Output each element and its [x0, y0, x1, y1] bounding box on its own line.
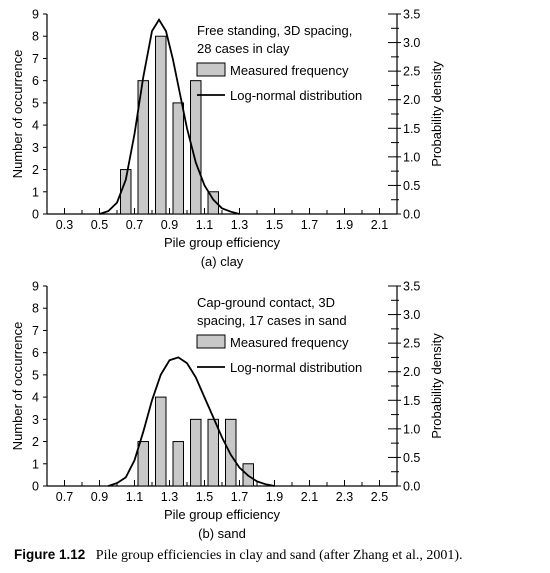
y2-axis-title: Probability density: [429, 333, 444, 439]
y2-tick-label: 1.0: [403, 422, 420, 436]
y2-tick-label: 2.5: [403, 337, 420, 351]
y2-tick-label: 2.0: [403, 365, 420, 379]
y-tick-label: 8: [32, 30, 39, 44]
histogram-bar: [190, 80, 202, 215]
histogram-bar: [207, 418, 219, 487]
y-tick-label: 5: [32, 96, 39, 110]
panel-label: (b) sand: [198, 526, 246, 541]
histogram-bar: [190, 418, 202, 487]
y-tick-label: 4: [32, 391, 39, 405]
histogram-bar: [225, 418, 237, 487]
y-tick-label: 2: [32, 163, 39, 177]
y2-tick-label: 3.5: [403, 8, 420, 22]
x-tick-label: 1.3: [231, 218, 248, 232]
x-axis-title: Pile group efficiency: [164, 235, 281, 250]
y-tick-label: 1: [32, 457, 39, 471]
x-tick-label: 2.1: [301, 490, 318, 504]
legend-bar-swatch: [196, 334, 226, 349]
pile-efficiency-figure: 0.3 0.5 0.7 0.9 1.1 1.3 1.5 1.7 1.9 2.1 0 1 2 3 4 5 6 7 8 9…: [10, 8, 444, 542]
x-tick-label: 1.5: [196, 490, 213, 504]
y-tick-label: 0: [32, 208, 39, 222]
y-tick-label: 2: [32, 435, 39, 449]
x-tick-label: 0.9: [91, 490, 108, 504]
x-tick-label: 1.1: [196, 218, 213, 232]
legend-bars-label: Measured frequency: [230, 335, 349, 350]
y2-tick-label: 0.5: [403, 179, 420, 193]
x-tick-label: 0.3: [56, 218, 73, 232]
histogram-bar: [207, 191, 219, 215]
y2-axis-title: Probability density: [429, 61, 444, 167]
y2-tick-label: 2.5: [403, 65, 420, 79]
histogram-bar: [155, 396, 167, 487]
x-tick-label: 1.7: [231, 490, 248, 504]
y2-tick-label: 2.0: [403, 93, 420, 107]
y-tick-label: 9: [32, 8, 39, 22]
y2-tick-label: 0.0: [403, 480, 420, 494]
chart-panel-clay: 0.3 0.5 0.7 0.9 1.1 1.3 1.5 1.7 1.9 2.1 0 1 2 3 4 5 6 7 8 9…: [10, 8, 444, 270]
x-tick-label: 2.3: [336, 490, 353, 504]
figure-caption-label: Figure 1.12: [14, 547, 86, 562]
y2-tick-label: 3.5: [403, 280, 420, 294]
y2-tick-label: 0.5: [403, 451, 420, 465]
y-tick-label: 9: [32, 280, 39, 294]
y2-tick-label: 3.0: [403, 36, 420, 50]
x-tick-label: 1.1: [126, 490, 143, 504]
y-tick-label: 0: [32, 480, 39, 494]
legend-bars-label: Measured frequency: [230, 63, 349, 78]
y-tick-label: 6: [32, 346, 39, 360]
y-tick-label: 5: [32, 368, 39, 382]
x-tick-label: 1.5: [266, 218, 283, 232]
y-tick-label: 6: [32, 74, 39, 88]
y2-tick-label: 1.5: [403, 394, 420, 408]
annotation-text: Cap-ground contact, 3D: [197, 295, 335, 310]
y2-tick-label: 1.5: [403, 122, 420, 136]
x-tick-label: 1.9: [266, 490, 283, 504]
figure-caption: Figure 1.12 Pile group efficiencies in c…: [14, 547, 463, 564]
figure-caption-text: Pile group efficiencies in clay and sand…: [95, 548, 463, 563]
histogram-bar: [155, 35, 167, 215]
y2-tick-label: 0.0: [403, 208, 420, 222]
y-axis-title: Number of occurrence: [10, 50, 25, 179]
y-axis-title: Number of occurrence: [10, 322, 25, 451]
legend-bar-swatch: [196, 62, 226, 77]
x-tick-label: 1.9: [336, 218, 353, 232]
y-tick-label: 7: [32, 324, 39, 338]
x-tick-label: 1.3: [161, 490, 178, 504]
y-tick-label: 1: [32, 185, 39, 199]
legend-line-label: Log-normal distribution: [230, 360, 362, 375]
y-tick-label: 3: [32, 413, 39, 427]
y-tick-label: 8: [32, 302, 39, 316]
annotation-text: 28 cases in clay: [197, 41, 290, 56]
histogram-bar: [172, 441, 184, 487]
x-tick-label: 2.5: [371, 490, 388, 504]
annotation-text: Free standing, 3D spacing,: [197, 23, 352, 38]
histogram-bar: [172, 102, 184, 215]
x-tick-label: 0.5: [91, 218, 108, 232]
panel-label: (a) clay: [201, 254, 244, 269]
y2-tick-label: 1.0: [403, 150, 420, 164]
x-tick-label: 1.7: [301, 218, 318, 232]
chart-panel-sand: 0.7 0.9 1.1 1.3 1.5 1.7 1.9 2.1 2.3 2.5 0 1 2 3 4 5 6 7 8 9…: [10, 280, 444, 542]
annotation-text: spacing, 17 cases in sand: [197, 313, 347, 328]
legend-line-label: Log-normal distribution: [230, 88, 362, 103]
x-tick-label: 0.7: [126, 218, 143, 232]
lognormal-curve: [99, 17, 240, 215]
y-tick-label: 4: [32, 119, 39, 133]
x-axis-title: Pile group efficiency: [164, 507, 281, 522]
y-tick-label: 7: [32, 52, 39, 66]
y-tick-label: 3: [32, 141, 39, 155]
histogram-bar: [137, 441, 149, 487]
x-tick-label: 2.1: [371, 218, 388, 232]
lognormal-curve: [108, 356, 275, 487]
x-tick-label: 0.7: [56, 490, 73, 504]
y2-tick-label: 3.0: [403, 308, 420, 322]
x-tick-label: 0.9: [161, 218, 178, 232]
